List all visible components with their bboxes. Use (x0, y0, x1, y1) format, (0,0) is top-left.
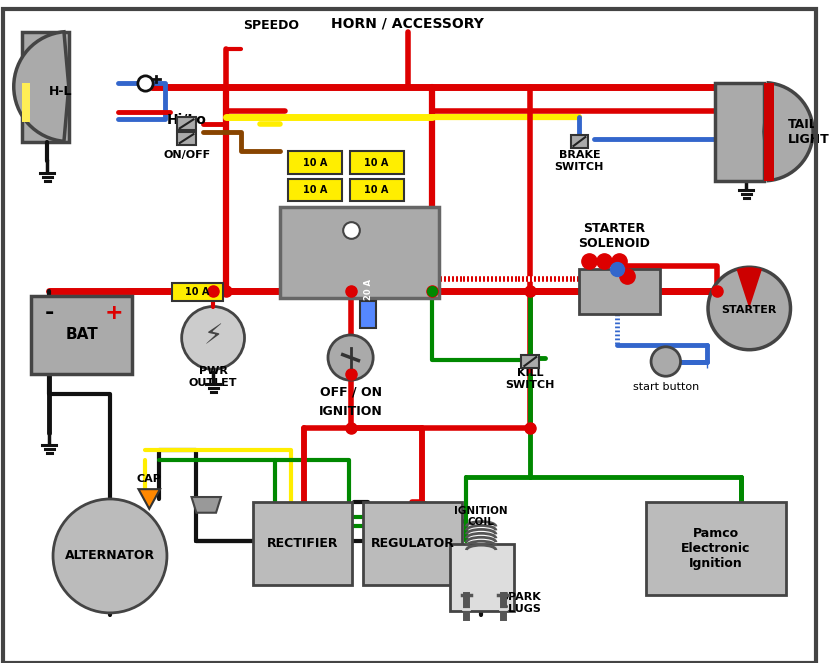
Bar (450, 544, 514, 611)
Text: -: - (44, 303, 53, 323)
Text: RECTIFIER: RECTIFIER (267, 537, 339, 550)
Text: 20 A: 20 A (364, 280, 373, 300)
Text: ON/OFF: ON/OFF (163, 151, 210, 161)
Text: HORN / ACCESSORY: HORN / ACCESSORY (331, 17, 484, 31)
Bar (254, 502, 352, 585)
Text: 10 A: 10 A (185, 287, 209, 297)
Text: 10 A: 10 A (364, 158, 389, 168)
Bar (172, 283, 223, 300)
Text: PWR
OUTLET: PWR OUTLET (188, 367, 238, 388)
Text: STARTER
SOLENOID: STARTER SOLENOID (578, 222, 650, 250)
Text: ALTERNATOR: ALTERNATOR (65, 549, 155, 563)
Circle shape (182, 306, 244, 369)
Text: IGNITION
COIL: IGNITION COIL (455, 506, 508, 527)
Polygon shape (192, 497, 221, 512)
Text: BAT: BAT (65, 328, 98, 343)
Text: Hi/Lo: Hi/Lo (167, 113, 207, 127)
Text: ⚡: ⚡ (203, 322, 223, 350)
Text: CAP: CAP (137, 474, 162, 484)
Bar (580, 269, 660, 314)
Text: Pamco
Electronic
Ignition: Pamco Electronic Ignition (681, 527, 751, 570)
Bar (349, 151, 404, 174)
Bar (280, 207, 439, 298)
Bar (715, 82, 764, 181)
Bar (360, 300, 376, 328)
Circle shape (53, 499, 167, 613)
Text: OFF / ON: OFF / ON (319, 385, 382, 399)
Text: start button: start button (633, 382, 699, 392)
Bar (288, 151, 342, 174)
Text: KILL
SWITCH: KILL SWITCH (505, 369, 555, 390)
Circle shape (328, 335, 373, 380)
Bar (570, 135, 588, 148)
Circle shape (708, 267, 791, 350)
Text: IGNITION: IGNITION (319, 405, 383, 418)
Polygon shape (138, 489, 160, 509)
Text: 10 A: 10 A (303, 185, 327, 195)
Bar (521, 355, 539, 368)
Text: SPEEDO: SPEEDO (244, 19, 299, 32)
Wedge shape (736, 267, 762, 308)
Text: SPARK
PLUGS: SPARK PLUGS (500, 592, 541, 614)
Text: H-L: H-L (49, 85, 73, 98)
Bar (364, 502, 461, 585)
Wedge shape (13, 31, 68, 141)
Bar (646, 502, 786, 595)
Text: 10 A: 10 A (364, 185, 389, 195)
Bar (349, 179, 404, 201)
Text: BRAKE
SWITCH: BRAKE SWITCH (555, 151, 604, 172)
Text: +: + (104, 303, 123, 323)
Bar (288, 179, 342, 201)
Wedge shape (764, 83, 813, 181)
Text: TAIL
LIGHT: TAIL LIGHT (787, 118, 829, 146)
Bar (177, 118, 196, 130)
Text: 10 A: 10 A (303, 158, 327, 168)
Bar (22, 82, 31, 122)
Bar (177, 132, 196, 145)
Bar (32, 296, 132, 374)
Text: REGULATOR: REGULATOR (370, 537, 455, 550)
Bar (22, 31, 68, 142)
Circle shape (651, 347, 681, 376)
Bar (764, 82, 774, 181)
Text: STARTER: STARTER (721, 306, 777, 316)
